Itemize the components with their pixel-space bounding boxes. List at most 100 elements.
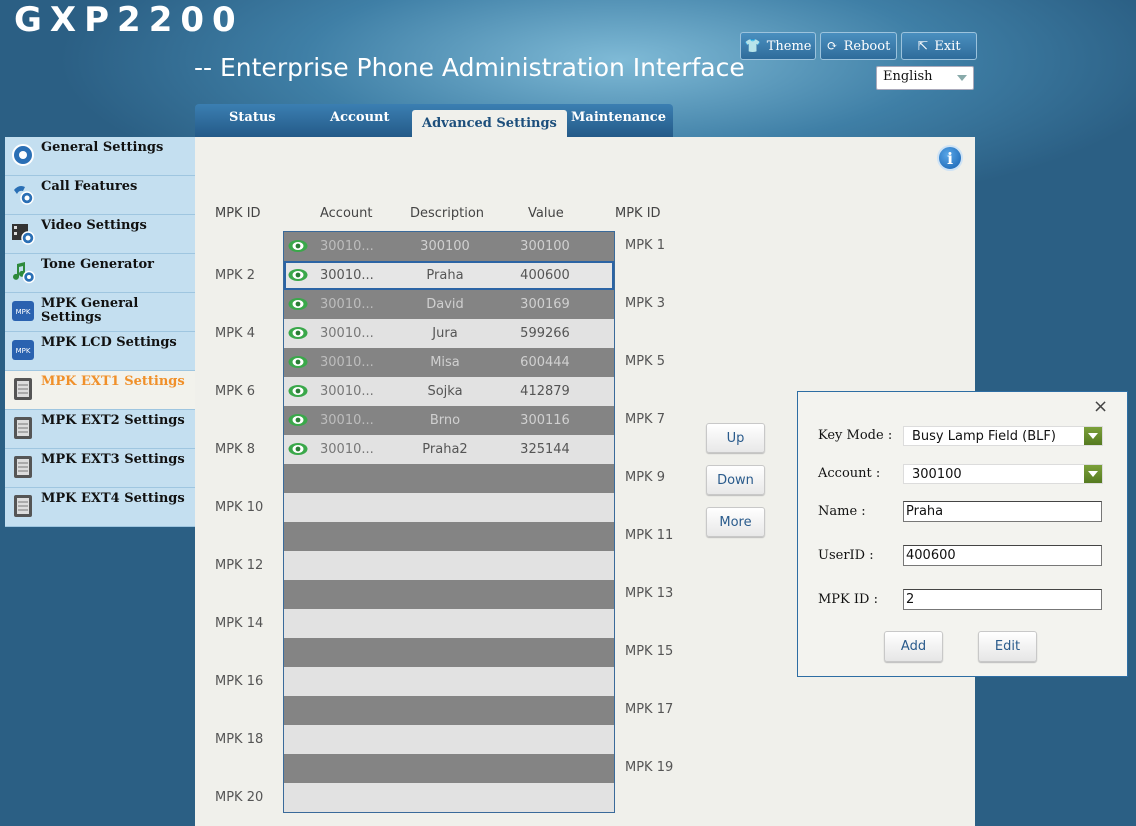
left-mpk-label: MPK 14 <box>215 616 264 631</box>
table-row[interactable] <box>284 464 614 493</box>
table-row[interactable]: 30010... David 300169 <box>284 290 614 319</box>
name-input[interactable]: Praha <box>903 501 1102 522</box>
eye-icon <box>288 240 308 252</box>
table-row[interactable] <box>284 667 614 696</box>
tab-status[interactable]: Status <box>229 110 276 125</box>
expansion-module-icon <box>14 495 32 517</box>
exit-button[interactable]: ⇱ Exit <box>901 32 977 60</box>
row-account: 30010... <box>320 297 374 312</box>
chevron-down-icon <box>1084 465 1102 483</box>
table-row[interactable]: 30010... Jura 599266 <box>284 319 614 348</box>
row-value: 300100 <box>520 239 570 254</box>
tab-advanced-settings[interactable]: Advanced Settings <box>412 110 567 137</box>
mpk-icon: MPK <box>12 340 34 360</box>
sidebar-item-label: MPK LCD Settings <box>41 335 177 350</box>
svg-text:MPK: MPK <box>16 308 31 316</box>
row-account: 30010... <box>320 239 374 254</box>
sidebar-item-label: MPK EXT4 Settings <box>41 491 185 506</box>
table-row[interactable] <box>284 754 614 783</box>
eye-icon <box>288 443 308 455</box>
sidebar-item-mpk-ext2-settings[interactable]: MPK EXT2 Settings <box>5 410 195 449</box>
row-account: 30010... <box>320 268 374 283</box>
sidebar-item-general-settings[interactable]: General Settings <box>5 137 195 176</box>
table-row[interactable]: 30010... Praha 400600 <box>284 261 614 290</box>
left-mpk-label: MPK 6 <box>215 384 255 399</box>
table-row[interactable]: 30010... Praha2 325144 <box>284 435 614 464</box>
row-description: David <box>426 297 464 312</box>
header-left-mpk-id: MPK ID <box>215 206 261 221</box>
up-button[interactable]: Up <box>706 423 765 453</box>
add-button[interactable]: Add <box>884 631 943 662</box>
sidebar-item-mpk-ext3-settings[interactable]: MPK EXT3 Settings <box>5 449 195 488</box>
sidebar-item-mpk-general-settings[interactable]: MPK MPK General Settings <box>5 293 195 332</box>
sidebar-item-call-features[interactable]: Call Features <box>5 176 195 215</box>
key-mode-label: Key Mode : <box>818 428 893 443</box>
sidebar-item-label: MPK General Settings <box>41 296 139 325</box>
key-mode-select[interactable]: Busy Lamp Field (BLF) <box>903 426 1103 446</box>
exit-door-icon: ⇱ <box>917 38 929 54</box>
header-description: Description <box>410 206 485 221</box>
tab-account[interactable]: Account <box>330 110 390 125</box>
left-mpk-label: MPK 12 <box>215 558 264 573</box>
table-row[interactable] <box>284 522 614 551</box>
row-description: Sojka <box>427 384 463 399</box>
music-note-gear-icon <box>13 262 35 284</box>
table-row[interactable]: 30010... Brno 300116 <box>284 406 614 435</box>
row-description: 300100 <box>420 239 470 254</box>
right-mpk-label: MPK 9 <box>625 470 665 485</box>
sidebar-item-mpk-ext4-settings[interactable]: MPK EXT4 Settings <box>5 488 195 527</box>
info-icon[interactable]: i <box>937 145 963 171</box>
table-row[interactable] <box>284 551 614 580</box>
table-row[interactable] <box>284 580 614 609</box>
account-select[interactable]: 300100 <box>903 464 1103 484</box>
table-row[interactable] <box>284 696 614 725</box>
sidebar-item-label: Tone Generator <box>41 257 154 272</box>
userid-input[interactable]: 400600 <box>903 545 1102 566</box>
mpk-icon: MPK <box>12 301 34 321</box>
right-mpk-label: MPK 19 <box>625 760 674 775</box>
theme-button[interactable]: 👕 Theme <box>740 32 816 60</box>
table-row[interactable] <box>284 783 614 812</box>
mpk-id-input[interactable]: 2 <box>903 589 1102 610</box>
table-row[interactable]: 30010... Sojka 412879 <box>284 377 614 406</box>
header-account: Account <box>320 206 373 221</box>
more-button[interactable]: More <box>706 507 765 537</box>
left-mpk-label: MPK 8 <box>215 442 255 457</box>
table-row[interactable] <box>284 725 614 754</box>
close-icon[interactable]: × <box>1093 396 1109 417</box>
expansion-module-icon <box>14 417 32 439</box>
right-mpk-label: MPK 15 <box>625 644 674 659</box>
left-mpk-label: MPK 18 <box>215 732 264 747</box>
table-row[interactable]: 30010... Misa 600444 <box>284 348 614 377</box>
left-mpk-label: MPK 2 <box>215 268 255 283</box>
sidebar-item-mpk-lcd-settings[interactable]: MPK MPK LCD Settings <box>5 332 195 371</box>
eye-icon <box>288 414 308 426</box>
right-mpk-label: MPK 13 <box>625 586 674 601</box>
reboot-button[interactable]: ⟳ Reboot <box>820 32 897 60</box>
eye-icon <box>288 298 308 310</box>
down-button[interactable]: Down <box>706 465 765 495</box>
sidebar-item-label: MPK EXT2 Settings <box>41 413 185 428</box>
table-row[interactable] <box>284 609 614 638</box>
row-value: 600444 <box>520 355 570 370</box>
language-select[interactable]: English <box>876 66 974 90</box>
film-gear-icon <box>12 224 35 245</box>
right-mpk-label: MPK 5 <box>625 354 665 369</box>
sidebar-item-tone-generator[interactable]: Tone Generator <box>5 254 195 293</box>
table-row[interactable]: 30010... 300100 300100 <box>284 232 614 261</box>
exit-button-label: Exit <box>934 38 961 54</box>
sidebar-item-mpk-ext1-settings[interactable]: MPK EXT1 Settings <box>5 371 195 410</box>
sidebar-item-video-settings[interactable]: Video Settings <box>5 215 195 254</box>
chevron-down-icon <box>957 75 967 81</box>
left-mpk-label: MPK 10 <box>215 500 264 515</box>
reboot-button-label: Reboot <box>843 38 891 54</box>
expansion-module-icon <box>14 378 32 400</box>
refresh-icon: ⟳ <box>826 38 838 54</box>
tab-maintenance[interactable]: Maintenance <box>571 110 666 125</box>
name-label: Name : <box>818 504 866 519</box>
row-description: Misa <box>430 355 460 370</box>
table-row[interactable] <box>284 493 614 522</box>
right-mpk-label: MPK 1 <box>625 238 665 253</box>
edit-button[interactable]: Edit <box>978 631 1037 662</box>
table-row[interactable] <box>284 638 614 667</box>
